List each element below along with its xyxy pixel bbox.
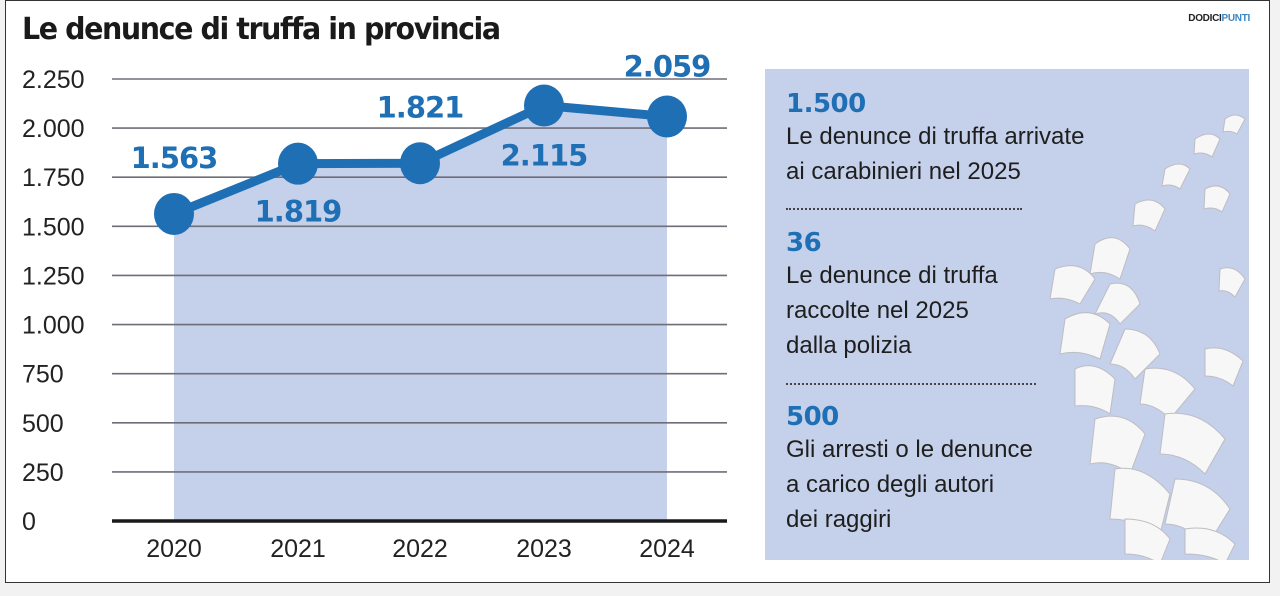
stat-description-line: raccolte nel 2025 bbox=[786, 297, 969, 324]
data-label: 1.821 bbox=[377, 90, 464, 124]
stat-description-line: dalla polizia bbox=[786, 332, 912, 359]
stat-description-line: Gli arresti o le denunce bbox=[786, 436, 1033, 463]
stat-value: 1.500 bbox=[786, 89, 866, 119]
dotted-divider bbox=[786, 208, 1022, 210]
stats-panel: 1.500 Le denunce di truffa arrivate ai c… bbox=[765, 69, 1249, 560]
data-label: 2.059 bbox=[624, 50, 711, 84]
y-tick-label: 2.250 bbox=[22, 66, 85, 94]
x-tick-label: 2024 bbox=[639, 535, 695, 563]
y-tick-label: 1.750 bbox=[22, 164, 85, 192]
y-tick-label: 250 bbox=[22, 459, 64, 487]
stat-description-line: Le denunce di truffa bbox=[786, 262, 998, 289]
stat-description-line: ai carabinieri nel 2025 bbox=[786, 158, 1021, 185]
stat-value: 36 bbox=[786, 228, 822, 258]
x-tick-label: 2023 bbox=[516, 535, 572, 563]
data-labels-layer: 1.563 1.819 1.821 2.115 2.059 bbox=[131, 50, 712, 229]
flying-papers-illustration bbox=[1049, 114, 1246, 560]
y-tick-label: 0 bbox=[22, 508, 36, 536]
dotted-divider bbox=[786, 383, 1036, 385]
y-tick-label: 1.500 bbox=[22, 213, 85, 241]
brand-logo: DODICIPUNTI bbox=[1188, 13, 1250, 24]
x-tick-label: 2020 bbox=[146, 535, 202, 563]
data-label: 1.819 bbox=[255, 195, 342, 229]
data-label: 1.563 bbox=[131, 141, 218, 175]
y-tick-label: 750 bbox=[22, 361, 64, 389]
series-points-layer bbox=[154, 84, 687, 235]
stat-block-1: 1.500 Le denunce di truffa arrivate ai c… bbox=[786, 89, 1084, 189]
brand-part-2: PUNTI bbox=[1221, 13, 1250, 24]
data-point bbox=[400, 142, 440, 185]
data-point bbox=[647, 95, 687, 138]
y-tick-label: 500 bbox=[22, 410, 64, 438]
x-tick-label: 2022 bbox=[392, 535, 448, 563]
y-axis-ticks: 0 250 500 750 1.000 1.250 1.500 1.750 2.000 2.250 bbox=[22, 66, 85, 536]
stat-block-3: 500 Gli arresti o le denunce a carico de… bbox=[786, 402, 1033, 537]
line-chart: 0 250 500 750 1.000 1.250 1.500 1.750 2.000 2.250… bbox=[22, 50, 727, 563]
area-fill bbox=[174, 105, 667, 522]
area-layer bbox=[174, 105, 667, 522]
x-axis-ticks: 2020 2021 2022 2023 2024 bbox=[146, 535, 695, 563]
stat-description-line: Le denunce di truffa arrivate bbox=[786, 123, 1085, 150]
data-point bbox=[524, 84, 564, 127]
stat-description-line: dei raggiri bbox=[786, 506, 892, 533]
y-tick-label: 1.000 bbox=[22, 312, 85, 340]
data-label: 2.115 bbox=[501, 139, 588, 173]
y-tick-label: 1.250 bbox=[22, 262, 85, 290]
brand-part-1: DODICI bbox=[1188, 13, 1222, 24]
x-tick-label: 2021 bbox=[270, 535, 326, 563]
chart-title: Le denunce di truffa in provincia bbox=[22, 12, 501, 47]
stat-block-2: 36 Le denunce di truffa raccolte nel 202… bbox=[786, 228, 998, 363]
data-point bbox=[154, 192, 194, 235]
stat-value: 500 bbox=[786, 402, 839, 432]
stat-description-line: a carico degli autori bbox=[786, 471, 995, 498]
data-point bbox=[278, 142, 318, 185]
y-tick-label: 2.000 bbox=[22, 115, 85, 143]
